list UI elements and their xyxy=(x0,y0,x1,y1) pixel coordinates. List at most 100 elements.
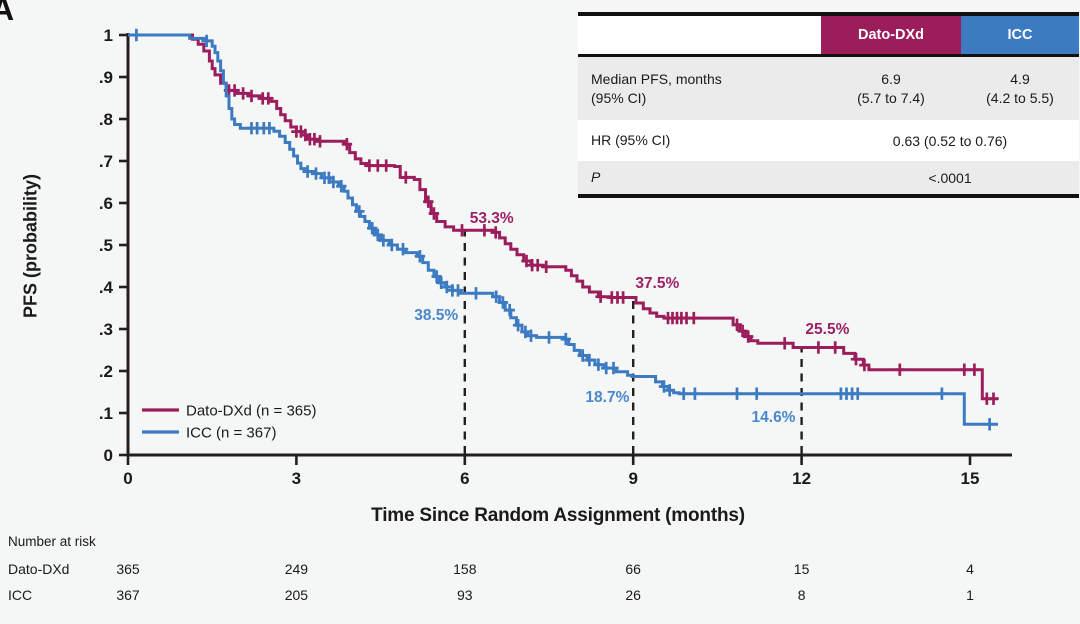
censor-mark xyxy=(852,387,863,400)
censor-mark xyxy=(309,133,320,146)
results-header-dato: Dato-DXd xyxy=(821,16,961,54)
risk-row-label: ICC xyxy=(8,587,33,603)
censor-mark xyxy=(504,303,515,317)
censor-mark xyxy=(959,363,970,376)
censor-mark xyxy=(491,290,502,303)
risk-count: 4 xyxy=(966,561,974,577)
results-table-header: Dato-DXd ICC xyxy=(578,16,1079,57)
censor-mark xyxy=(386,238,397,252)
y-tick-label: .5 xyxy=(99,236,113,255)
censor-mark xyxy=(936,387,948,400)
median-pfs-dato-value: 6.9 (5.7 to 7.4) xyxy=(857,70,925,106)
censor-mark xyxy=(229,84,240,97)
censor-mark xyxy=(584,353,595,367)
x-tick-label: 0 xyxy=(123,469,132,488)
censor-mark xyxy=(414,250,426,263)
legend-label: Dato-DXd (n = 365) xyxy=(186,403,316,420)
censor-mark xyxy=(813,341,824,354)
p-value: <.0001 xyxy=(928,169,972,186)
censor-mark xyxy=(560,332,571,346)
censor-mark xyxy=(830,341,841,354)
censor-mark xyxy=(428,207,440,220)
hazard-ratio-row: HR (95% CI) 0.63 (0.52 to 0.76) xyxy=(578,120,1079,161)
censor-mark xyxy=(354,205,365,218)
risk-count: 158 xyxy=(453,561,477,577)
censor-mark xyxy=(397,243,409,256)
y-tick-label: .8 xyxy=(99,110,113,129)
y-tick-label: .7 xyxy=(99,152,113,171)
landmark-annotation: 53.3% xyxy=(470,210,514,227)
censor-mark xyxy=(689,387,701,400)
censor-mark xyxy=(490,226,501,239)
censor-mark xyxy=(737,324,748,338)
censor-mark xyxy=(743,330,754,343)
landmark-annotation: 25.5% xyxy=(805,321,849,338)
risk-count: 205 xyxy=(284,587,309,603)
y-tick-label: 1 xyxy=(104,26,113,45)
censor-mark xyxy=(593,358,604,371)
censor-mark xyxy=(302,165,313,178)
censor-mark xyxy=(264,122,275,135)
y-tick-label: .2 xyxy=(99,362,113,381)
censor-mark xyxy=(246,89,257,103)
risk-count: 26 xyxy=(625,587,641,603)
censor-mark xyxy=(479,224,490,237)
legend-label: ICC (n = 367) xyxy=(186,425,276,442)
censor-mark xyxy=(436,276,447,289)
risk-count: 1 xyxy=(966,587,974,603)
y-tick-label: .3 xyxy=(99,320,113,339)
censor-mark xyxy=(731,318,743,331)
censor-mark xyxy=(372,228,383,242)
censor-mark xyxy=(328,175,339,189)
censor-mark xyxy=(314,135,326,148)
risk-count: 66 xyxy=(625,561,641,577)
censor-mark xyxy=(341,138,353,151)
y-tick-label: .1 xyxy=(99,404,113,423)
p-value-row: P <.0001 xyxy=(578,161,1079,194)
median-pfs-label: Median PFS, months (95% CI) xyxy=(591,70,722,106)
censor-mark xyxy=(595,290,606,303)
censor-mark xyxy=(532,259,543,272)
censor-mark xyxy=(608,361,619,375)
censor-mark xyxy=(441,280,452,294)
landmark-annotation: 14.6% xyxy=(752,409,796,426)
median-pfs-row: Median PFS, months (95% CI) 6.9 (5.7 to … xyxy=(578,57,1079,120)
results-header-icc: ICC xyxy=(961,16,1079,54)
censor-mark xyxy=(751,387,762,400)
risk-row-icc: ICC 367 205 93 26 8 1 xyxy=(0,587,1080,605)
censor-mark xyxy=(431,270,442,283)
censor-mark xyxy=(988,392,999,405)
results-table: Dato-DXd ICC Median PFS, months (95% CI)… xyxy=(578,12,1079,198)
landmark-annotation: 38.5% xyxy=(414,307,458,324)
censor-mark xyxy=(658,380,670,393)
dato-dxd-curve xyxy=(128,33,998,401)
risk-row-label: Dato-DXd xyxy=(8,561,70,577)
landmark-annotation: 37.5% xyxy=(635,275,679,292)
censor-mark xyxy=(497,296,509,309)
number-at-risk-title: Number at risk xyxy=(8,534,96,549)
censor-mark xyxy=(512,319,524,332)
results-header-blank-cell xyxy=(578,16,821,54)
censor-mark xyxy=(456,224,468,237)
censor-mark xyxy=(452,284,464,297)
censor-mark xyxy=(131,28,142,42)
censor-mark xyxy=(617,291,629,304)
censor-mark xyxy=(367,222,378,235)
censor-mark xyxy=(201,34,212,48)
panel-letter: A xyxy=(0,0,15,27)
censor-mark xyxy=(520,325,531,339)
censor-mark xyxy=(470,287,482,300)
median-pfs-icc-value: 4.9 (4.2 to 5.5) xyxy=(986,70,1054,106)
risk-count: 15 xyxy=(793,561,810,577)
censor-mark xyxy=(541,260,552,273)
censor-mark xyxy=(850,353,862,366)
censor-mark xyxy=(381,159,392,172)
censor-mark xyxy=(859,358,870,372)
x-tick-label: 12 xyxy=(792,469,811,488)
y-tick-label: 0 xyxy=(104,446,113,465)
y-axis-title: PFS (probability) xyxy=(20,174,41,318)
censor-mark xyxy=(678,387,689,400)
risk-count: 249 xyxy=(284,561,309,577)
